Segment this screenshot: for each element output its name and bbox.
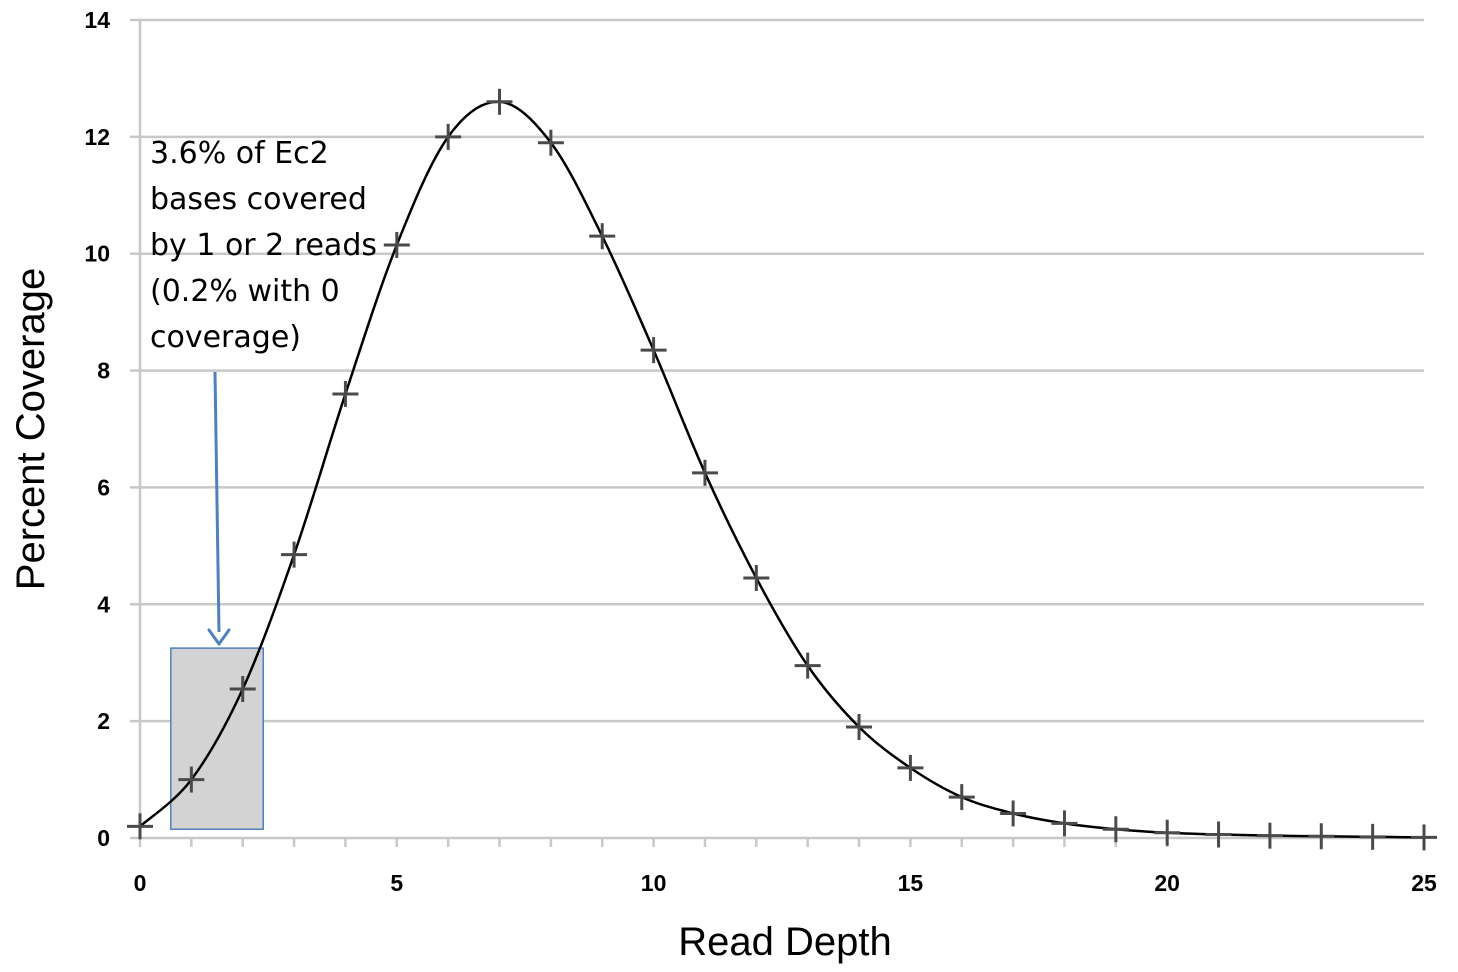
data-point bbox=[640, 337, 667, 364]
y-tick-label: 0 bbox=[97, 825, 110, 851]
annotation-line: (0.2% with 0 bbox=[150, 274, 340, 309]
data-point bbox=[127, 813, 153, 840]
x-tick-label: 25 bbox=[1411, 870, 1437, 896]
y-tick-label: 14 bbox=[84, 7, 110, 33]
data-point bbox=[178, 766, 205, 793]
data-point bbox=[1051, 810, 1078, 837]
annotation-arrow-head bbox=[207, 628, 231, 646]
data-point bbox=[1205, 821, 1232, 848]
annotation-text: 3.6% of Ec2 bases covered by 1 or 2 reads (… bbox=[150, 136, 377, 355]
y-tick-label: 6 bbox=[97, 474, 110, 500]
data-point bbox=[281, 541, 308, 568]
x-tick-label: 10 bbox=[641, 870, 667, 896]
data-point bbox=[846, 713, 873, 740]
tick-labels: 0 2 4 6 8 10 12 14 0 5 10 15 20 25 bbox=[84, 7, 1437, 896]
x-tick-label: 15 bbox=[898, 870, 924, 896]
data-point bbox=[948, 784, 975, 811]
annotation-line: 3.6% of Ec2 bbox=[150, 136, 329, 171]
gridlines bbox=[140, 18, 1424, 723]
data-point bbox=[1000, 800, 1027, 827]
x-tick-label: 20 bbox=[1154, 870, 1180, 896]
data-point bbox=[691, 459, 718, 486]
annotation-line: bases covered bbox=[150, 182, 367, 217]
y-tick-label: 8 bbox=[97, 358, 110, 384]
x-tick-label: 5 bbox=[390, 870, 403, 896]
data-point bbox=[229, 676, 256, 703]
annotation: 3.6% of Ec2 bases covered by 1 or 2 reads (… bbox=[150, 136, 377, 646]
y-axis-title: Percent Coverage bbox=[9, 268, 53, 590]
data-point bbox=[1102, 816, 1129, 843]
data-point bbox=[897, 754, 924, 781]
annotation-line: by 1 or 2 reads bbox=[150, 228, 377, 263]
x-axis-title: Read Depth bbox=[678, 920, 891, 964]
data-point bbox=[1154, 819, 1181, 846]
data-point bbox=[1411, 824, 1437, 851]
data-point bbox=[743, 564, 770, 591]
data-point bbox=[435, 123, 462, 150]
data-point bbox=[1359, 823, 1386, 850]
data-markers bbox=[127, 88, 1437, 851]
data-point bbox=[486, 88, 513, 115]
data-point bbox=[537, 129, 564, 156]
y-tick-label: 12 bbox=[84, 124, 110, 150]
y-tick-label: 10 bbox=[84, 241, 110, 267]
data-point bbox=[332, 380, 359, 407]
data-point bbox=[1256, 822, 1283, 849]
annotation-arrow-shaft bbox=[213, 371, 221, 633]
y-tick-label: 4 bbox=[97, 591, 110, 617]
x-tick-label: 0 bbox=[134, 870, 147, 896]
annotation-line: coverage) bbox=[150, 320, 301, 355]
data-point bbox=[1308, 823, 1335, 850]
axes bbox=[130, 18, 1426, 847]
y-tick-label: 2 bbox=[97, 708, 110, 734]
data-point bbox=[589, 223, 616, 250]
data-point bbox=[794, 652, 821, 679]
data-point bbox=[383, 231, 410, 258]
